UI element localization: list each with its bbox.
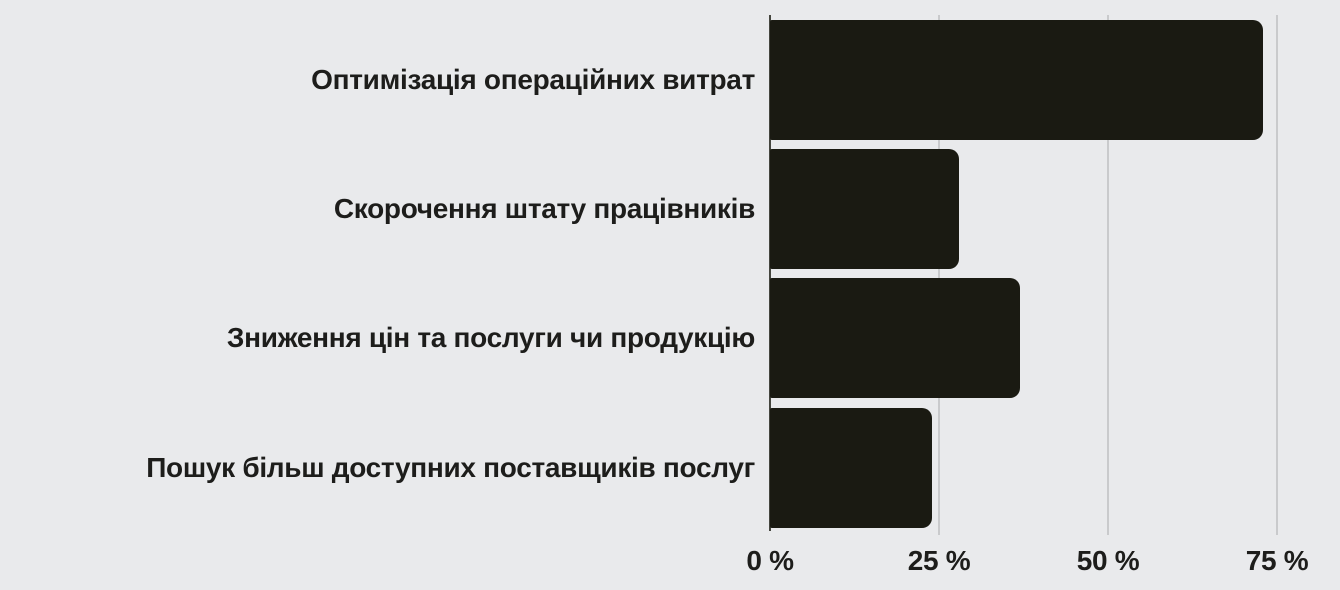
gridline (1276, 15, 1278, 535)
bar (770, 408, 933, 528)
category-label: Зниження цін та послуги чи продукцію (226, 322, 755, 353)
gridline (938, 15, 940, 535)
category-label: Пошук більш доступних поставщиків послуг (146, 452, 755, 483)
y-axis-line (769, 15, 771, 531)
bar (770, 278, 1021, 398)
category-label: Оптимізація операційних витрат (311, 64, 755, 95)
gridline (1107, 15, 1109, 535)
x-tick-label: 50 % (1076, 545, 1140, 576)
bar (770, 149, 960, 269)
plot-area (769, 0, 1340, 590)
x-tick-label: 75 % (1245, 545, 1309, 576)
category-label: Скорочення штату працівників (333, 193, 755, 224)
x-tick-label: 25 % (907, 545, 971, 576)
bar (770, 20, 1264, 140)
x-tick-label: 0 % (746, 545, 794, 576)
